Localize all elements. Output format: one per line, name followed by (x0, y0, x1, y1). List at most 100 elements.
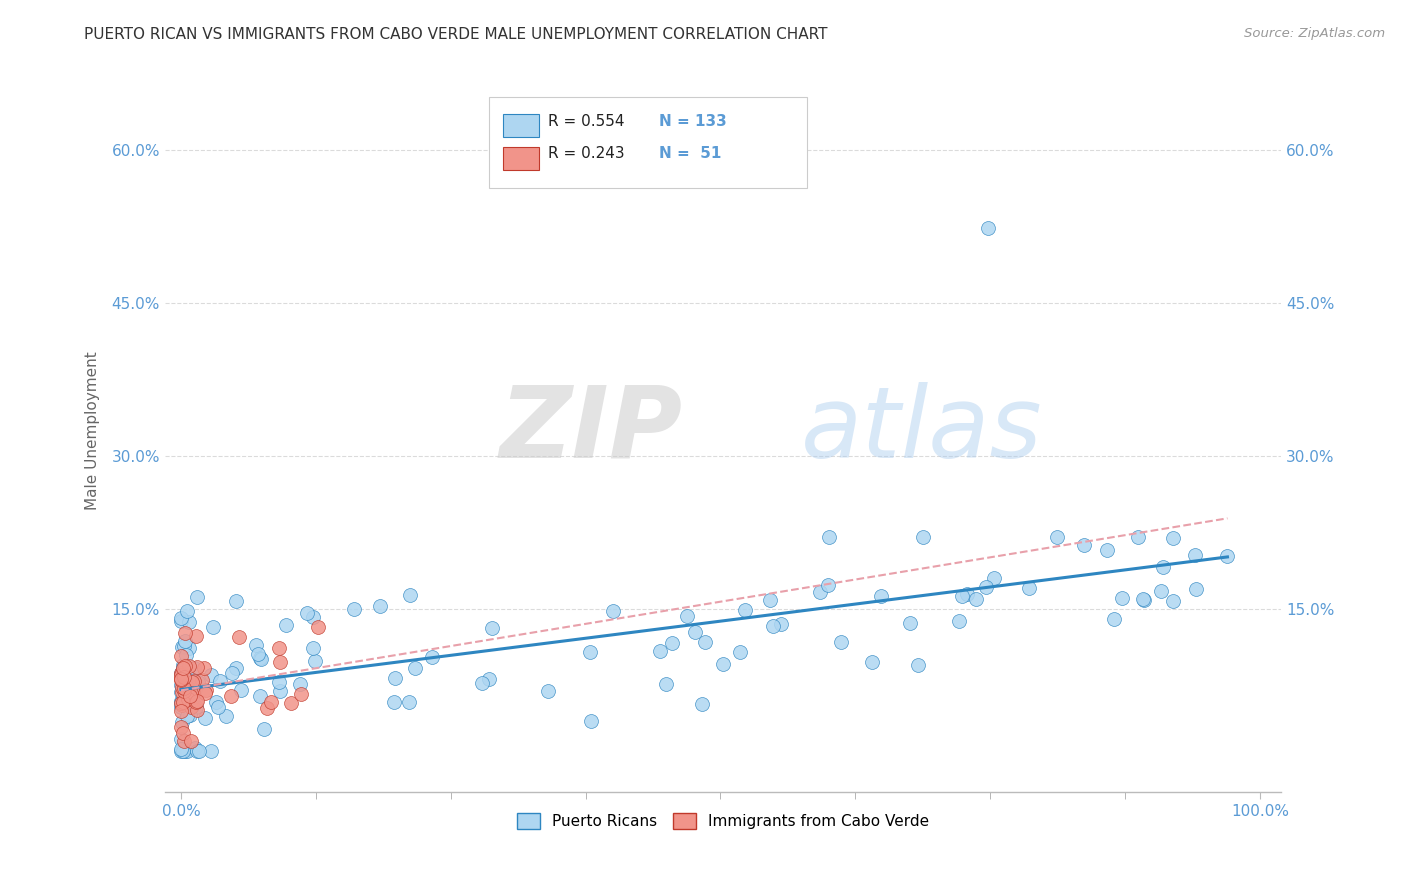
Point (200, 744, 222, 758)
Point (180, 674, 202, 689)
Point (307, 620, 329, 634)
Point (176, 685, 198, 699)
FancyBboxPatch shape (489, 97, 807, 188)
Point (280, 696, 302, 710)
Point (1102, 612, 1125, 626)
Point (179, 689, 201, 703)
Point (193, 660, 215, 674)
Point (176, 709, 198, 723)
Point (173, 639, 195, 653)
Point (172, 661, 194, 675)
Point (1111, 591, 1133, 606)
Point (170, 680, 193, 694)
Point (302, 640, 325, 655)
Point (650, 644, 672, 658)
Point (184, 700, 207, 714)
Point (170, 649, 193, 664)
Point (974, 580, 997, 594)
Point (173, 670, 195, 684)
Point (249, 689, 271, 703)
Point (170, 741, 193, 756)
Point (179, 640, 201, 655)
Point (229, 683, 252, 698)
Point (661, 636, 683, 650)
Point (602, 604, 624, 618)
Point (174, 659, 197, 673)
Point (245, 638, 267, 652)
Point (181, 681, 204, 696)
Point (177, 686, 200, 700)
Point (186, 694, 208, 708)
Point (172, 658, 194, 673)
Point (1073, 538, 1095, 552)
Point (690, 697, 713, 711)
Point (170, 696, 193, 710)
Point (911, 530, 934, 544)
Point (173, 683, 195, 698)
Point (759, 593, 782, 607)
Point (170, 672, 193, 686)
Point (173, 681, 195, 696)
Point (536, 684, 558, 698)
Point (170, 704, 193, 718)
Text: atlas: atlas (801, 382, 1043, 479)
Point (225, 661, 247, 675)
FancyBboxPatch shape (503, 146, 538, 169)
Text: N =  51: N = 51 (659, 146, 721, 161)
Point (948, 614, 970, 628)
Point (173, 734, 195, 748)
Point (180, 700, 202, 714)
Point (172, 695, 194, 709)
Point (174, 744, 197, 758)
Point (1132, 591, 1154, 606)
Point (830, 634, 852, 648)
Point (219, 689, 242, 703)
Point (179, 659, 201, 673)
Point (187, 744, 209, 758)
Point (869, 589, 891, 603)
Point (898, 616, 921, 631)
Point (808, 584, 831, 599)
Point (769, 617, 792, 632)
Point (172, 714, 194, 729)
Point (172, 726, 194, 740)
Point (304, 654, 326, 668)
Point (249, 651, 271, 665)
Point (170, 699, 193, 714)
Point (176, 662, 198, 676)
Point (179, 707, 201, 722)
Point (180, 686, 202, 700)
Point (186, 744, 208, 758)
Point (734, 603, 756, 617)
Point (253, 722, 276, 736)
Legend: Puerto Ricans, Immigrants from Cabo Verde: Puerto Ricans, Immigrants from Cabo Verd… (510, 806, 935, 835)
Point (170, 685, 193, 699)
Point (481, 621, 503, 635)
Point (170, 720, 193, 734)
Point (180, 691, 202, 706)
Point (1184, 549, 1206, 563)
Point (205, 695, 228, 709)
Point (276, 618, 298, 632)
Point (404, 660, 426, 674)
Point (398, 695, 420, 709)
Point (1018, 581, 1040, 595)
Point (170, 697, 193, 711)
Point (246, 647, 269, 661)
Point (676, 608, 699, 623)
Point (170, 673, 193, 687)
Point (179, 686, 201, 700)
Point (209, 674, 232, 689)
Point (1097, 542, 1119, 557)
Point (1161, 531, 1184, 545)
Point (956, 586, 979, 600)
Point (186, 696, 208, 710)
FancyBboxPatch shape (503, 114, 538, 137)
Point (186, 702, 208, 716)
Point (301, 609, 323, 624)
Point (1150, 583, 1173, 598)
Point (187, 674, 209, 689)
Point (173, 626, 195, 640)
Point (420, 650, 443, 665)
Point (368, 599, 391, 614)
